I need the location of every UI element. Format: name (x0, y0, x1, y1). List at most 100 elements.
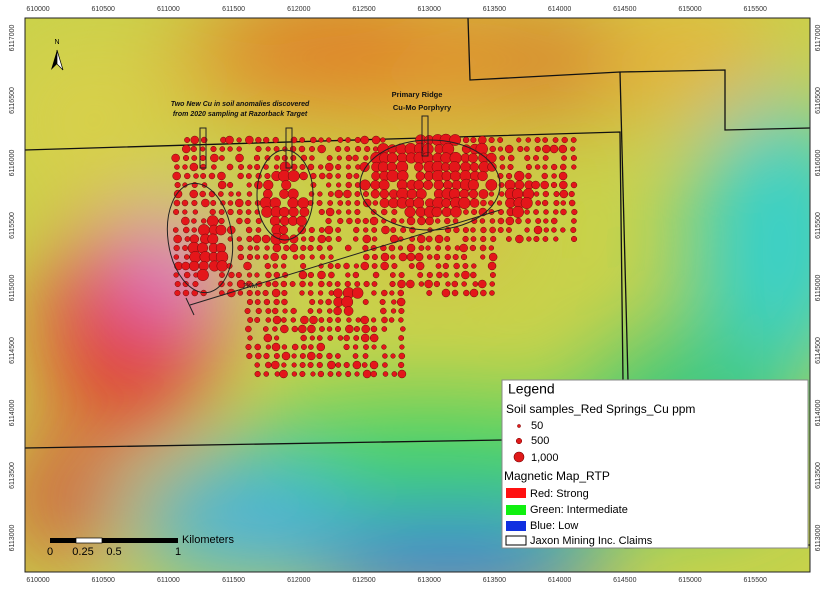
soil-sample-dot (570, 154, 577, 162)
soil-sample-dot (281, 344, 288, 350)
soil-sample-dot (362, 244, 369, 252)
soil-sample-dot (488, 200, 494, 206)
soil-sample-dot (316, 335, 323, 341)
soil-sample-dot (345, 164, 351, 170)
soil-sample-dot (380, 252, 390, 262)
soil-sample-dot (378, 179, 390, 191)
soil-sample-dot (309, 254, 315, 260)
soil-sample-dot (308, 235, 315, 243)
soil-sample-dot (354, 200, 361, 206)
soil-sample-dot (397, 369, 407, 379)
soil-sample-dot (480, 254, 486, 260)
soil-sample-dot (182, 209, 188, 215)
soil-sample-dot (534, 145, 541, 153)
soil-sample-dot (343, 189, 352, 199)
soil-sample-dot (309, 335, 315, 341)
soil-sample-dot (218, 209, 225, 215)
soil-sample-dot (470, 227, 476, 233)
soil-sample-dot (487, 162, 497, 172)
soil-sample-dot (489, 272, 496, 278)
soil-sample-dot (325, 207, 335, 217)
soil-sample-dot (468, 189, 478, 199)
soil-sample-dot (517, 145, 524, 153)
soil-sample-dot (317, 270, 326, 280)
soil-sample-dot (558, 171, 568, 181)
soil-sample-dot (542, 164, 548, 170)
soil-sample-dot (327, 191, 334, 197)
soil-sample-dot (272, 307, 279, 315)
soil-sample-dot (551, 163, 558, 171)
soil-sample-dot (184, 236, 191, 242)
soil-sample-dot (263, 254, 269, 260)
soil-sample-dot (362, 369, 372, 379)
soil-sample-dot (400, 326, 406, 332)
soil-sample-dot (172, 227, 179, 233)
soil-sample-dot (217, 171, 226, 181)
soil-sample-dot (488, 245, 495, 251)
soil-sample-dot (335, 163, 342, 171)
soil-sample-dot (337, 335, 344, 341)
soil-sample-dot (370, 325, 378, 333)
soil-sample-dot (524, 227, 530, 233)
soil-sample-dot (499, 155, 505, 161)
soil-sample-dot (217, 180, 227, 190)
soil-sample-dot (540, 180, 549, 190)
soil-sample-dot (345, 137, 351, 143)
soil-sample-dot (470, 271, 477, 279)
soil-sample-dot (325, 217, 332, 225)
soil-sample-dot (191, 218, 197, 224)
soil-sample-dot (336, 182, 342, 188)
soil-sample-dot (459, 243, 468, 253)
soil-sample-dot (335, 145, 342, 153)
soil-sample-dot (485, 179, 498, 191)
y-coord-label: 6114500 (9, 337, 16, 364)
soil-sample-dot (325, 162, 334, 172)
legend-swatch (506, 488, 526, 498)
soil-sample-dot (534, 137, 541, 143)
soil-sample-dot (281, 351, 291, 361)
soil-sample-dot (344, 280, 351, 288)
soil-sample-dot (326, 326, 333, 332)
soil-sample-dot (352, 271, 360, 279)
soil-sample-dot (334, 189, 344, 199)
soil-sample-dot (423, 180, 433, 190)
soil-sample-dot (227, 288, 236, 298)
soil-sample-dot (371, 227, 378, 233)
soil-sample-dot (192, 209, 198, 215)
x-coord-label: 613000 (418, 6, 441, 13)
soil-sample-dot (192, 280, 199, 288)
soil-sample-dot (462, 263, 469, 269)
soil-sample-dot (543, 218, 549, 224)
soil-sample-dot (328, 254, 334, 260)
soil-sample-dot (273, 298, 280, 306)
soil-sample-dot (489, 290, 495, 296)
soil-sample-dot (397, 279, 406, 289)
soil-sample-dot (326, 172, 333, 180)
soil-sample-dot (354, 208, 361, 216)
soil-sample-dot (451, 180, 462, 190)
soil-sample-dot (335, 236, 342, 242)
soil-sample-dot (551, 173, 557, 179)
soil-sample-dot (309, 155, 315, 161)
soil-sample-dot (398, 352, 406, 360)
soil-sample-dot (425, 235, 433, 243)
soil-sample-dot (191, 155, 198, 161)
soil-sample-dot (561, 136, 568, 144)
soil-sample-dot (291, 343, 299, 351)
soil-sample-dot (263, 371, 270, 377)
soil-sample-dot (245, 173, 252, 179)
soil-sample-dot (254, 362, 260, 368)
soil-sample-dot (279, 206, 290, 218)
soil-sample-dot (372, 146, 379, 152)
soil-sample-dot (452, 253, 459, 261)
soil-sample-dot (369, 360, 379, 370)
north-label: N (54, 39, 59, 46)
soil-sample-dot (183, 254, 190, 260)
soil-sample-dot (237, 172, 244, 180)
soil-sample-dot (227, 181, 234, 189)
soil-sample-dot (235, 191, 242, 197)
soil-sample-dot (425, 245, 431, 251)
soil-sample-dot (299, 171, 308, 181)
soil-sample-dot (354, 136, 361, 144)
soil-sample-dot (227, 281, 233, 287)
